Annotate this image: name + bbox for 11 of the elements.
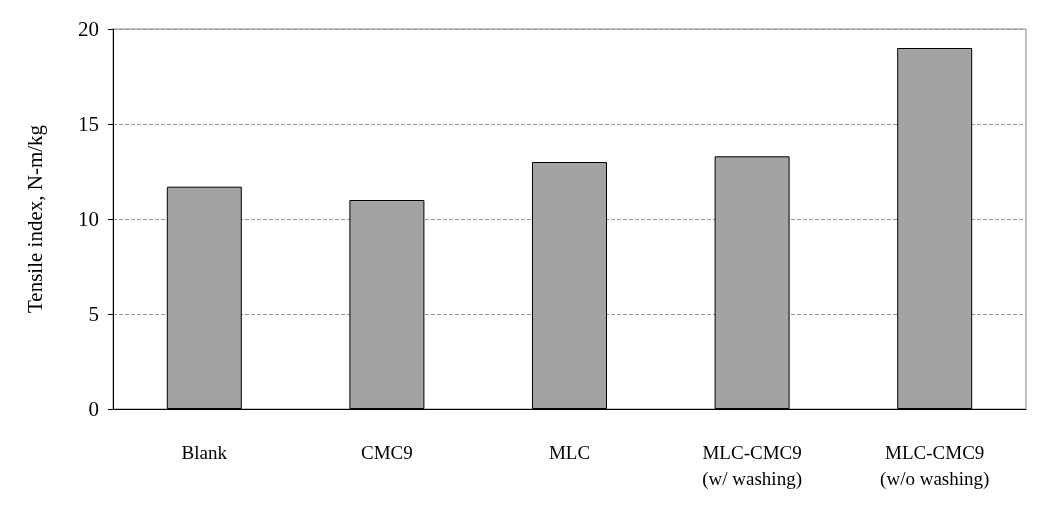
y-tick-label: 10: [78, 207, 99, 231]
x-tick-label: Blank: [181, 441, 228, 463]
x-tick-label: MLC-CMC9 (w/o washing): [880, 441, 990, 490]
x-tick-label: MLC-CMC9 (w/ washing): [702, 441, 802, 490]
y-tick-label: 20: [78, 17, 99, 41]
x-tick-label: MLC: [548, 441, 591, 463]
y-tick-label: 0: [88, 397, 99, 421]
y-tick-label: 15: [78, 112, 99, 136]
y-axis-title: Tensile index, N-m/kg: [22, 124, 47, 314]
y-tick-label: 5: [88, 302, 99, 326]
x-tick-label: CMC9: [361, 441, 413, 463]
